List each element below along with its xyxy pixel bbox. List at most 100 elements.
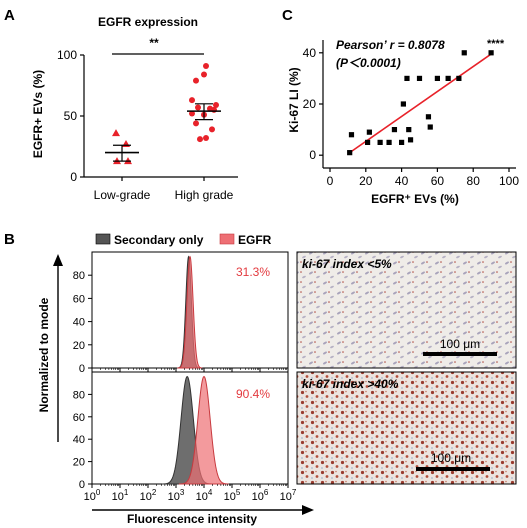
panel-c-point [425, 114, 432, 120]
panel-b-xtick-label: 101 [112, 488, 129, 503]
panel-a-point [213, 102, 219, 109]
legend-label-egfr: EGFR [238, 233, 272, 247]
panel-b-chart: Secondary only EGFR Normalized to mode 0… [37, 233, 314, 526]
panel-a-point [189, 110, 195, 117]
micrograph-high-label: ki-67 index >40% [302, 377, 399, 391]
panel-b-y-arrowhead [53, 254, 63, 266]
panel-c-point [366, 129, 372, 135]
panel-c-xlabel: EGFR⁺ EVs (%) [371, 192, 459, 206]
panel-b-xtick-label: 102 [140, 488, 157, 503]
panel-b-xtick-label: 100 [84, 488, 101, 503]
panel-c-point [348, 132, 355, 138]
panel-c-point [404, 75, 410, 81]
histogram-bottom-percent: 90.4% [236, 387, 270, 401]
panel-label-b: B [4, 231, 15, 248]
panel-c-xtick-label: 100 [499, 174, 519, 188]
panel-a-ytick-label: 100 [57, 48, 77, 62]
micrograph-low-label: ki-67 index <5% [302, 257, 392, 271]
panel-b-ytick-label: 20 [73, 457, 85, 469]
panel-c-point [399, 139, 405, 145]
legend-swatch-secondary [95, 233, 111, 245]
legend-label-secondary: Secondary only [114, 233, 204, 247]
panel-c-point [488, 50, 494, 56]
panel-a-ylabel: EGFR+ EVs (%) [31, 70, 45, 158]
panel-c-point [434, 75, 440, 81]
panel-a-category-label: Low-grade [94, 188, 151, 202]
panel-b-ytick-label: 40 [73, 434, 85, 446]
panel-b-xlabel: Fluorescence intensity [127, 512, 257, 526]
panel-b-ytick-label: 0 [79, 363, 85, 375]
panel-a-point [193, 77, 199, 84]
panel-c-fit-line [349, 52, 494, 154]
panel-c-ytick-label: 40 [303, 46, 317, 60]
panel-c-annotation-r: Pearson’ r = 0.8078 [336, 38, 445, 52]
panel-a-point [211, 106, 217, 113]
panel-b-ylabel: Normalized to mode [37, 297, 51, 412]
panel-c-point [445, 75, 451, 81]
panel-a-point [122, 140, 130, 148]
panel-b-ytick-label: 80 [73, 389, 85, 401]
panel-a-point [189, 97, 195, 104]
panel-c-point [407, 137, 414, 143]
panel-c-annotation-p: (P＜0.0001) [336, 56, 401, 70]
panel-c-ytick-label: 0 [309, 148, 316, 162]
panel-b-ytick-label: 0 [79, 479, 85, 491]
panel-b-ytick-label: 60 [73, 293, 85, 305]
panel-c-xtick-label: 20 [359, 174, 373, 188]
panel-c-xtick-label: 80 [467, 174, 481, 188]
panel-a-ytick-label: 50 [64, 109, 78, 123]
micrograph-low-scale-label: 100 μm [440, 337, 480, 351]
panel-c-xtick-label: 0 [327, 174, 334, 188]
panel-c-ylabel: Ki-67 LI (%) [287, 67, 301, 132]
panel-c-xtick-label: 60 [431, 174, 445, 188]
panel-a-point [209, 126, 215, 133]
histogram-egfr-curve [177, 255, 203, 369]
panel-c-point [400, 101, 406, 107]
panel-c-significance: **** [487, 38, 505, 50]
panel-b-xtick-label: 106 [252, 488, 269, 503]
panel-a-point [201, 71, 207, 78]
micrograph-low: ki-67 index <5% 100 μm [296, 251, 517, 369]
panel-c-point [456, 75, 462, 81]
panel-a-point [193, 120, 199, 127]
micrograph-low-scale-bar [423, 352, 497, 356]
panel-c-point [347, 150, 353, 156]
micrograph-high-scale-bar [416, 467, 490, 471]
panel-a-point [203, 62, 209, 69]
panel-a-point [112, 129, 120, 137]
micrograph-high-scale-label: 100 μm [431, 451, 471, 465]
panel-label-a: A [4, 7, 15, 24]
panel-a-title: EGFR expression [98, 15, 198, 29]
legend-swatch-egfr [219, 233, 235, 245]
panel-c-point [416, 75, 423, 81]
panel-a-point [197, 136, 203, 143]
panel-c-point [364, 139, 371, 145]
panel-b-xtick-label: 107 [280, 488, 297, 503]
panel-b-xtick-label: 105 [224, 488, 241, 503]
panel-label-c: C [282, 7, 293, 24]
panel-b-x-arrowhead [302, 505, 314, 515]
panel-a-chart: EGFR expression ** EGFR+ EVs (%) 0 50 100 L… [31, 15, 238, 202]
panel-c-point [406, 127, 412, 133]
panel-c-xtick-label: 40 [395, 174, 409, 188]
panel-b-xtick-label: 103 [168, 488, 185, 503]
panel-a-point [203, 134, 209, 141]
panel-c-ytick-label: 20 [303, 97, 317, 111]
histogram-egfr-curve [178, 375, 229, 485]
panel-c-point [377, 139, 383, 145]
panel-a-significance: ** [149, 36, 159, 50]
panel-c-point [386, 139, 392, 145]
panel-b-ytick-label: 20 [73, 340, 85, 352]
panel-c-point [461, 50, 467, 56]
micrograph-high: ki-67 index >40% 100 μm [296, 371, 517, 485]
panel-a-ytick-label: 0 [70, 170, 77, 184]
panel-c-chart: Pearson’ r = 0.8078 **** (P＜0.0001) Ki-6… [287, 38, 519, 206]
panel-a-point [195, 104, 201, 111]
panel-c-point [427, 124, 433, 130]
panel-b-xtick-label: 104 [196, 488, 213, 503]
panel-c-point [391, 127, 398, 133]
panel-b-ytick-label: 80 [73, 270, 85, 282]
panel-b-ytick-label: 40 [73, 317, 85, 329]
histogram-top-percent: 31.3% [236, 265, 270, 279]
